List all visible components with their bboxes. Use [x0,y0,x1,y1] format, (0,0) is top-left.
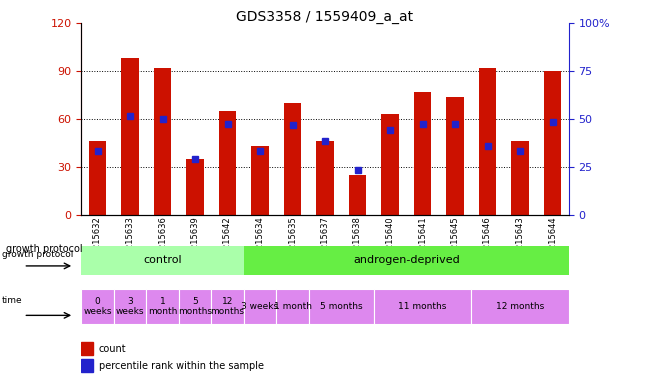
Text: 1
month: 1 month [148,296,177,316]
Bar [471,289,569,324]
Text: growth protocol: growth protocol [1,250,73,259]
Bar [381,114,399,215]
Text: 11 months: 11 months [398,302,447,311]
Text: 5
months: 5 months [178,296,212,316]
Bar [88,141,107,215]
Bar [276,289,309,324]
Bar [81,246,244,275]
Text: 3
weeks: 3 weeks [116,296,144,316]
Bar [283,103,302,215]
Bar [316,141,334,215]
Text: GDS3358 / 1559409_a_at: GDS3358 / 1559409_a_at [237,10,413,23]
Bar [413,92,432,215]
Bar [179,289,211,324]
Text: 3 weeks: 3 weeks [241,302,279,311]
Text: count: count [99,344,126,354]
Bar [244,246,569,275]
Text: percentile rank within the sample: percentile rank within the sample [99,361,264,371]
Bar [348,175,367,215]
Bar [81,342,93,355]
Text: 1 month: 1 month [274,302,311,311]
Text: 12
months: 12 months [211,296,244,316]
Bar [81,289,114,324]
Text: time: time [1,296,22,305]
Text: androgen-deprived: androgen-deprived [353,255,460,265]
Bar [153,68,172,215]
Bar [478,68,497,215]
Bar [251,146,269,215]
Bar [114,289,146,324]
Text: control: control [143,255,182,265]
Bar [186,159,204,215]
Bar [511,141,529,215]
Bar [374,289,471,324]
Bar [543,71,562,215]
Text: 5 months: 5 months [320,302,363,311]
Bar [218,111,237,215]
Bar [309,289,374,324]
Text: 0
weeks: 0 weeks [83,296,112,316]
Bar [81,359,93,372]
Bar [244,289,276,324]
Bar [446,97,464,215]
Bar [146,289,179,324]
Bar [121,58,139,215]
Bar [211,289,244,324]
Text: 12 months: 12 months [496,302,544,311]
Text: growth protocol: growth protocol [6,244,83,255]
